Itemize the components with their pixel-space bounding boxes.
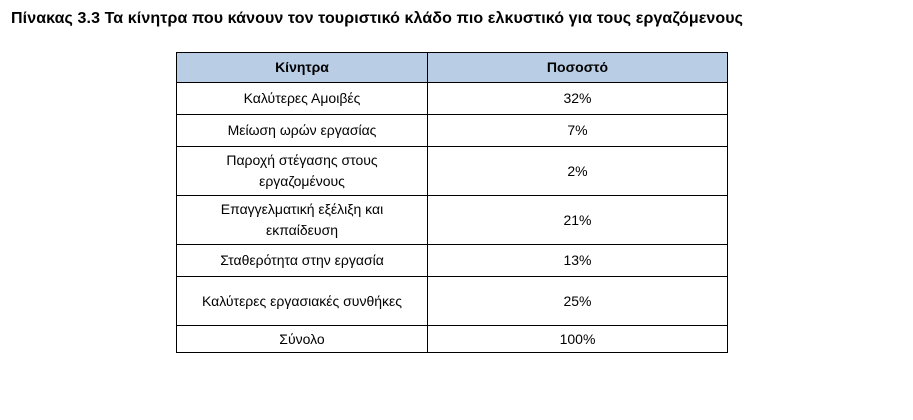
percentage-value: 2%: [427, 146, 728, 196]
percentage-value: 32%: [427, 82, 728, 115]
percentage-value: 7%: [427, 114, 728, 147]
table-total-row: Σύνολο 100%: [176, 325, 728, 353]
incentive-label: Επαγγελματική εξέλιξη και εκπαίδευση: [176, 195, 428, 245]
table-row: Καλύτερες Αμοιβές 32%: [176, 82, 728, 115]
table-row: Καλύτερες εργασιακές συνθήκες 25%: [176, 276, 728, 326]
percentage-value: 21%: [427, 195, 728, 245]
incentive-label: Παροχή στέγασης στους εργαζομένους: [176, 146, 428, 196]
incentive-label: Καλύτερες εργασιακές συνθήκες: [176, 276, 428, 326]
incentive-label: Μείωση ωρών εργασίας: [176, 114, 428, 147]
table-row: Σταθερότητα στην εργασία 13%: [176, 244, 728, 277]
column-header-percentage: Ποσοστό: [427, 52, 728, 83]
table-row: Μείωση ωρών εργασίας 7%: [176, 114, 728, 147]
incentive-label: Σταθερότητα στην εργασία: [176, 244, 428, 277]
table-row: Επαγγελματική εξέλιξη και εκπαίδευση 21%: [176, 195, 728, 245]
table-row: Παροχή στέγασης στους εργαζομένους 2%: [176, 146, 728, 196]
total-label: Σύνολο: [176, 325, 428, 353]
percentage-value: 25%: [427, 276, 728, 326]
table-caption: Πίνακας 3.3 Τα κίνητρα που κάνουν τον το…: [11, 10, 744, 27]
table-header-row: Κίνητρα Ποσοστό: [176, 52, 728, 83]
incentive-label: Καλύτερες Αμοιβές: [176, 82, 428, 115]
percentage-value: 13%: [427, 244, 728, 277]
incentives-table: Κίνητρα Ποσοστό Καλύτερες Αμοιβές 32% Με…: [176, 52, 728, 353]
total-value: 100%: [427, 325, 728, 353]
column-header-incentives: Κίνητρα: [176, 52, 428, 83]
